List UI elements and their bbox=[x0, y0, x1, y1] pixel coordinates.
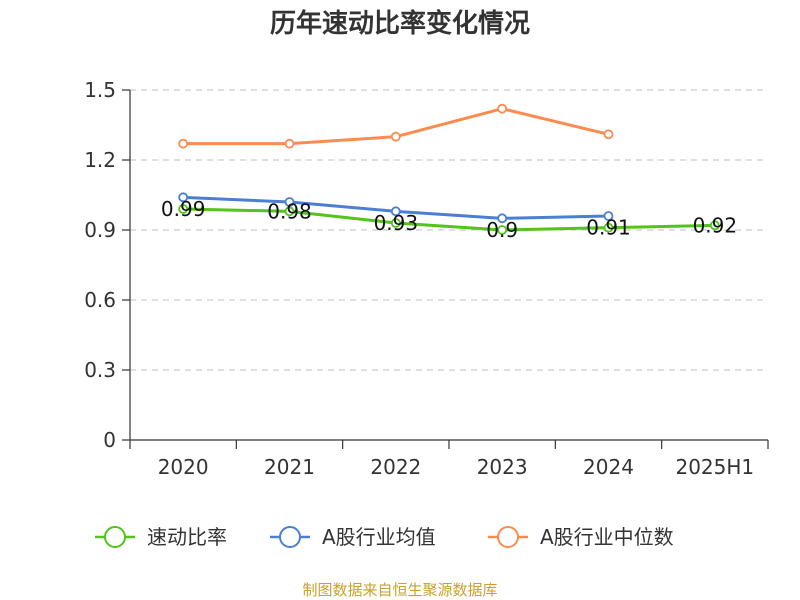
x-tick-label: 2025H1 bbox=[675, 455, 754, 479]
data-label: 0.93 bbox=[374, 211, 419, 235]
data-label: 0.99 bbox=[161, 197, 206, 221]
series-point-0 bbox=[709, 220, 720, 231]
data-label: 0.98 bbox=[267, 199, 312, 223]
series-point-2 bbox=[497, 103, 508, 114]
series-point-1 bbox=[390, 206, 401, 217]
y-tick-label: 1.2 bbox=[84, 148, 116, 172]
series-point-1 bbox=[603, 211, 614, 221]
y-tick-label: 0.9 bbox=[84, 218, 116, 242]
series-point-1 bbox=[497, 213, 508, 224]
series-point-0 bbox=[284, 206, 295, 217]
axes: 0 0.3 0.6 0.9 1.2 1.5 2020 2021 2022 2023 2024 2025… bbox=[84, 78, 769, 479]
x-tick-label: 2022 bbox=[370, 455, 421, 479]
series-point-2 bbox=[390, 131, 401, 142]
series-point-2 bbox=[178, 138, 189, 149]
legend-marker bbox=[279, 526, 301, 548]
source-note: 制图数据来自恒生聚源数据库 bbox=[302, 581, 497, 599]
series-point-2 bbox=[284, 138, 295, 149]
y-tick-label: 1.5 bbox=[84, 78, 116, 102]
legend-marker bbox=[497, 526, 519, 548]
series-point-0 bbox=[390, 218, 401, 228]
series-point-1 bbox=[178, 192, 189, 203]
series-point-2 bbox=[603, 129, 614, 140]
series-point-0 bbox=[178, 204, 189, 214]
y-tick-label: 0.6 bbox=[84, 288, 116, 312]
x-tick-label: 2020 bbox=[158, 455, 209, 479]
x-tick-label: 2024 bbox=[583, 455, 634, 479]
legend: 速动比率 A股行业均值 A股行业中位数 bbox=[95, 525, 674, 549]
y-tick-label: 0 bbox=[103, 428, 116, 452]
legend-label: A股行业均值 bbox=[322, 525, 436, 549]
data-labels: 0.99 0.98 0.93 0.9 0.91 0.92 bbox=[161, 197, 737, 242]
y-tick-label: 0.3 bbox=[84, 358, 116, 382]
series-line-0 bbox=[181, 207, 717, 232]
legend-label: A股行业中位数 bbox=[540, 525, 674, 549]
series-point-1 bbox=[284, 197, 295, 207]
chart-title: 历年速动比率变化情况 bbox=[270, 8, 530, 39]
x-tick-label: 2021 bbox=[264, 455, 315, 479]
series-point-0 bbox=[603, 222, 614, 233]
legend-marker bbox=[104, 526, 126, 548]
grid bbox=[130, 89, 768, 371]
series-point-0 bbox=[497, 225, 508, 235]
data-label: 0.9 bbox=[486, 218, 518, 242]
series-layer bbox=[178, 103, 720, 235]
x-tick-label: 2023 bbox=[477, 455, 528, 479]
data-label: 0.92 bbox=[693, 213, 738, 237]
legend-label: 速动比率 bbox=[147, 525, 227, 549]
data-label: 0.91 bbox=[586, 216, 631, 240]
